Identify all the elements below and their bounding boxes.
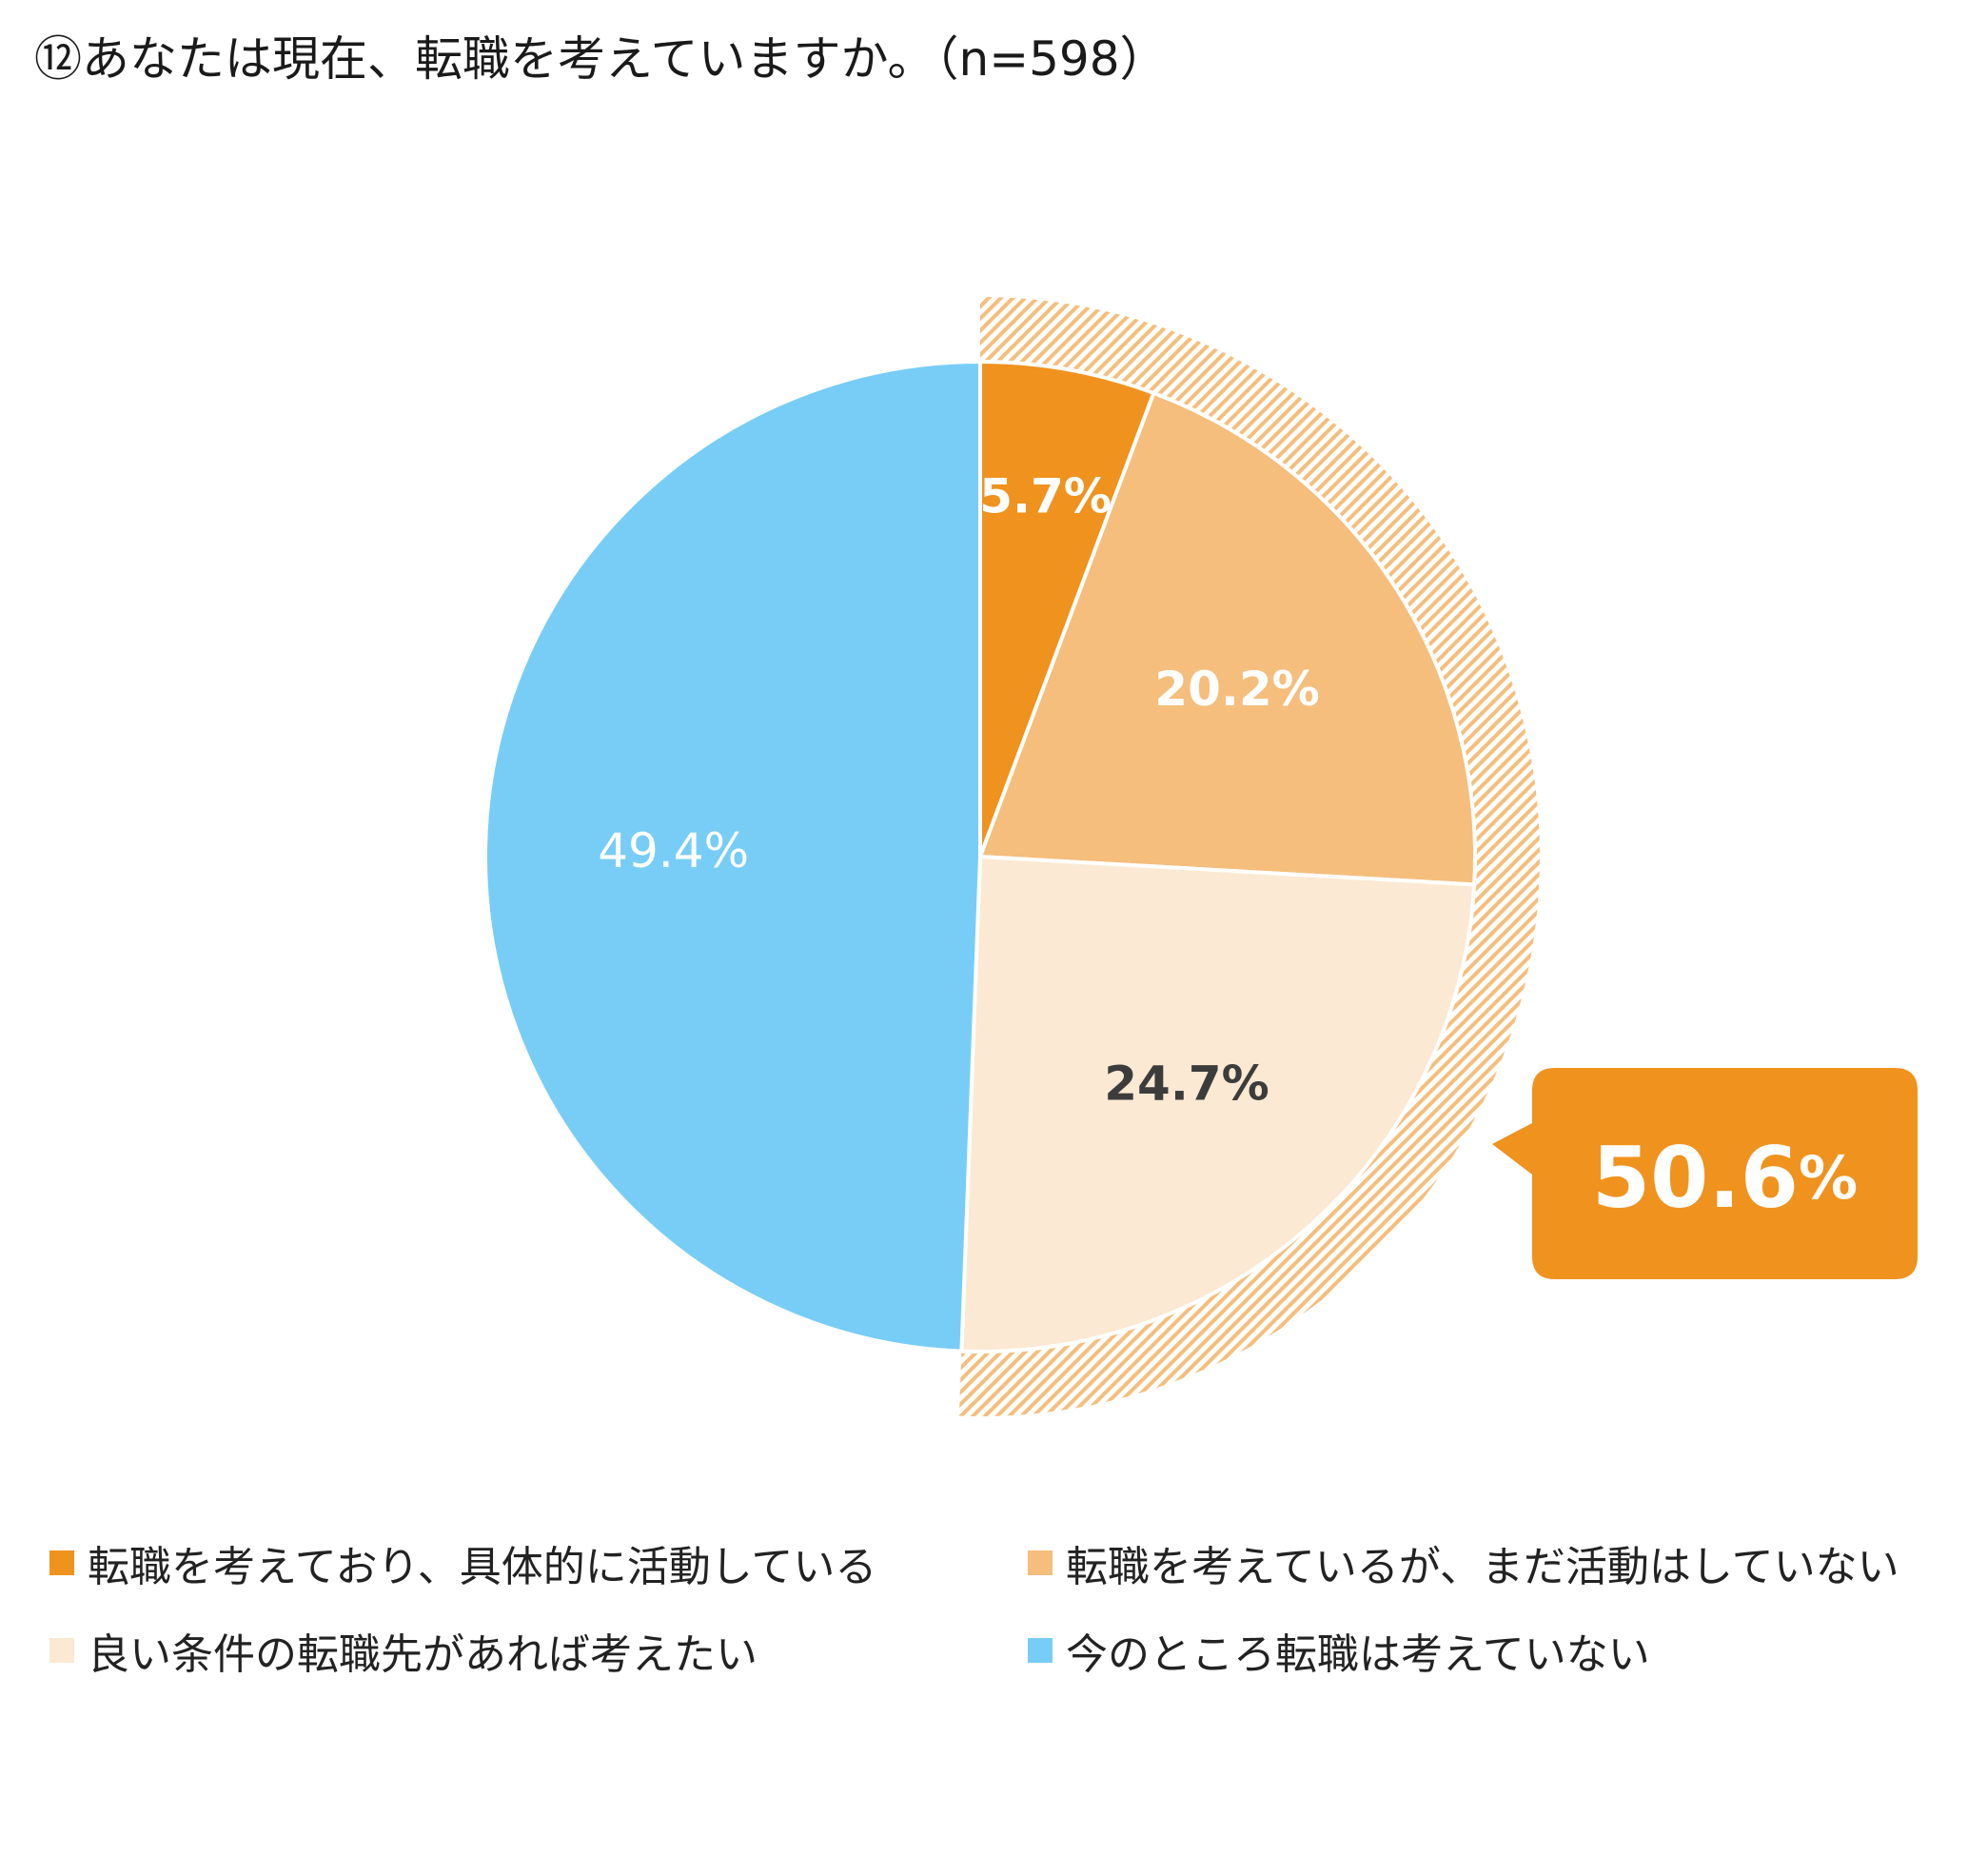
pie-slice-3	[483, 360, 982, 1353]
pie-slice-2	[959, 855, 1477, 1353]
pie-slice-0	[978, 360, 1156, 859]
pie-slice-1	[978, 390, 1477, 887]
slice-value-label-3: 49.4%	[598, 823, 749, 879]
callout-bubble	[1492, 1068, 1918, 1279]
chart-title: ⑫あなたは現在、転職を考えていますか。（n=598）	[34, 31, 1168, 87]
slice-value-label-2: 24.7%	[1104, 1056, 1269, 1111]
slice-value-label-0: 5.7%	[979, 468, 1112, 523]
callout-value: 50.6%	[1592, 1129, 1858, 1227]
slice-value-label-1: 20.2%	[1154, 662, 1319, 717]
